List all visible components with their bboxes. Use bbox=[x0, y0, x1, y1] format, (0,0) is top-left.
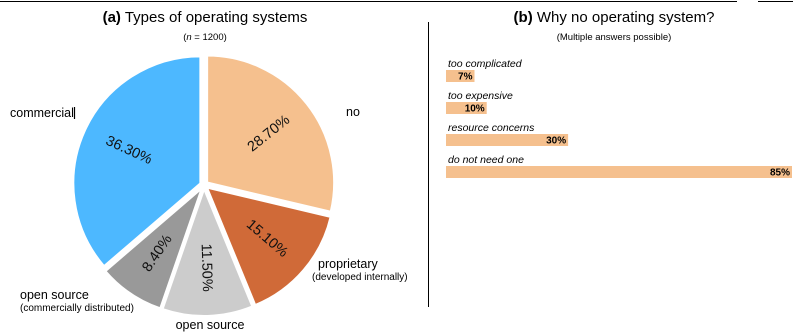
pie-sublabel-proprietary: (developed internally) bbox=[312, 272, 408, 283]
pie-panel-letter: (a) bbox=[103, 9, 121, 26]
bar-resource-concerns bbox=[446, 134, 569, 146]
bar-value-resource-concerns: 30% bbox=[546, 136, 566, 147]
pie-chart: 28.70%15.10%11.50%8.40%36.30% bbox=[72, 54, 336, 317]
pie-label-proprietary: proprietary bbox=[318, 257, 378, 271]
pie-subtitle: (n = 1200) bbox=[183, 32, 227, 43]
bar-value-do-not-need-one: 85% bbox=[770, 168, 790, 179]
pie-label-open-source: open source bbox=[176, 318, 245, 332]
bar-too-complicated bbox=[446, 70, 475, 82]
pie-slice-no bbox=[206, 54, 336, 213]
pie-label-no: no bbox=[346, 105, 360, 119]
bar-category-too-complicated: too complicated bbox=[448, 58, 523, 70]
pie-slice-open-source-commercial bbox=[104, 185, 204, 310]
pie-slice-commercial bbox=[72, 55, 202, 268]
pie-slice-open-source bbox=[161, 186, 254, 317]
bar-title-text: Why no operating system? bbox=[537, 9, 715, 26]
bar-category-resource-concerns: resource concerns bbox=[448, 122, 535, 134]
bar-panel-letter: (b) bbox=[514, 9, 533, 26]
bar-category-do-not-need-one: do not need one bbox=[448, 154, 524, 166]
bar-chart: too complicated 7% too expensive 10% resourc… bbox=[446, 58, 792, 179]
pie-title: (a) Types of operating systems bbox=[103, 9, 308, 26]
bar-value-too-expensive: 10% bbox=[465, 104, 485, 115]
pie-title-text: Types of operating systems bbox=[125, 9, 308, 26]
pie-label-open-source-commercial: open source bbox=[20, 288, 89, 302]
pie-label-commercial: commercial bbox=[10, 106, 74, 120]
pie-subtitle-count: = 1200 bbox=[192, 32, 224, 43]
bar-value-too-complicated: 7% bbox=[458, 72, 473, 83]
pie-pct-label-open-source: 11.50% bbox=[198, 243, 215, 292]
pie-sublabel-open-source-commercial: (commercially distributed) bbox=[20, 303, 134, 314]
bar-category-too-expensive: too expensive bbox=[448, 90, 513, 102]
bar-do-not-need-one bbox=[446, 166, 792, 178]
bar-too-expensive bbox=[446, 102, 487, 114]
bar-subtitle: (Multiple answers possible) bbox=[557, 32, 672, 43]
pie-subtitle-n: n bbox=[186, 32, 191, 43]
pie-slice-proprietary bbox=[205, 186, 332, 307]
bar-title: (b) Why no operating system? bbox=[514, 9, 715, 26]
